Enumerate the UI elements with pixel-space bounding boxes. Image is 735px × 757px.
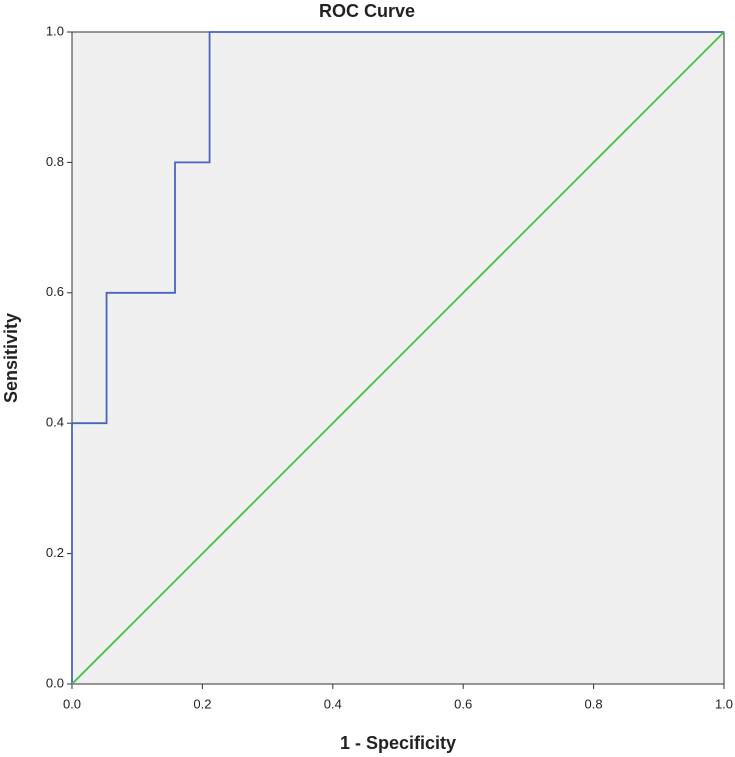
line	[71, 31, 724, 684]
y-tick-label: 0.4	[46, 415, 64, 430]
chart-title: ROC Curve	[319, 1, 415, 21]
x-tick-label: 0.8	[585, 696, 603, 711]
x-tick-label: 1.0	[715, 696, 733, 711]
line	[71, 31, 725, 685]
x-tick-label: 0.6	[454, 696, 472, 711]
x-tick-label: 0.4	[324, 696, 342, 711]
x-axis-label: 1 - Specificity	[340, 733, 456, 753]
y-tick-label: 0.0	[46, 675, 64, 690]
x-tick-label: 0.2	[193, 696, 211, 711]
x-tick-label: 0.0	[63, 696, 81, 711]
y-tick-label: 0.8	[46, 154, 64, 169]
y-axis-label: Sensitivity	[1, 313, 21, 403]
y-tick-label: 0.2	[46, 545, 64, 560]
y-tick-label: 0.6	[46, 284, 64, 299]
y-tick-label: 1.0	[46, 23, 64, 38]
